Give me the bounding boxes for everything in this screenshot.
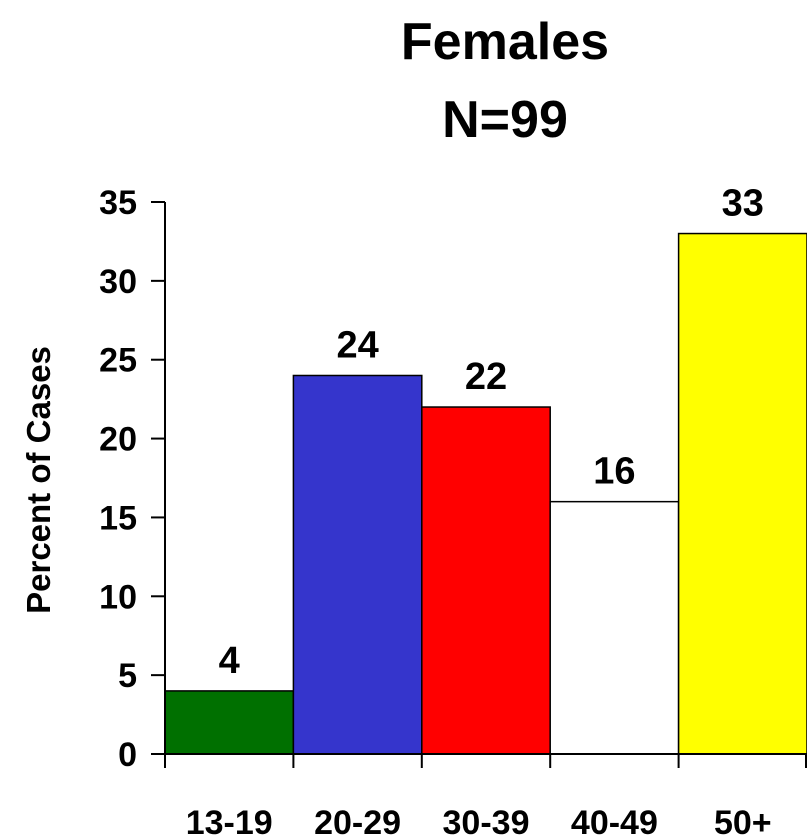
- data-label-50+: 33: [722, 183, 764, 225]
- x-tick-label-13-19: 13-19: [186, 804, 273, 837]
- chart-title: Females: [401, 13, 609, 71]
- bar-50+: [677, 232, 807, 755]
- chart-subtitle: N=99: [442, 91, 568, 149]
- y-tick-label-35: 35: [99, 184, 137, 222]
- y-tick-label-10: 10: [99, 578, 137, 616]
- bar-30-39: [421, 406, 551, 755]
- data-label-30-39: 22: [465, 356, 507, 398]
- x-tick-label-30-39: 30-39: [443, 804, 530, 837]
- data-label-20-29: 24: [336, 324, 378, 366]
- y-tick-label-20: 20: [99, 421, 137, 459]
- x-tick-label-20-29: 20-29: [314, 804, 401, 837]
- axes-group: 13-19 20-29 30-39 40-49 50+ 0 5 10 15 20 25 30 35: [99, 184, 807, 837]
- bar-20-29: [292, 374, 423, 755]
- bar-40-49: [549, 500, 680, 755]
- y-tick-label-5: 5: [118, 657, 137, 695]
- y-tick-label-15: 15: [99, 499, 137, 537]
- y-axis-label: Percent of Cases: [20, 346, 57, 614]
- bar-13-19: [164, 690, 295, 755]
- y-tick-label-25: 25: [99, 342, 137, 380]
- y-tick-label-0: 0: [118, 736, 137, 774]
- bars-group: 4 24 22 16 33: [164, 183, 807, 755]
- x-tick-label-40-49: 40-49: [571, 804, 658, 837]
- data-label-13-19: 4: [219, 640, 240, 682]
- data-label-40-49: 16: [593, 451, 635, 493]
- y-tick-label-30: 30: [99, 263, 137, 301]
- x-tick-label-50+: 50+: [714, 804, 772, 837]
